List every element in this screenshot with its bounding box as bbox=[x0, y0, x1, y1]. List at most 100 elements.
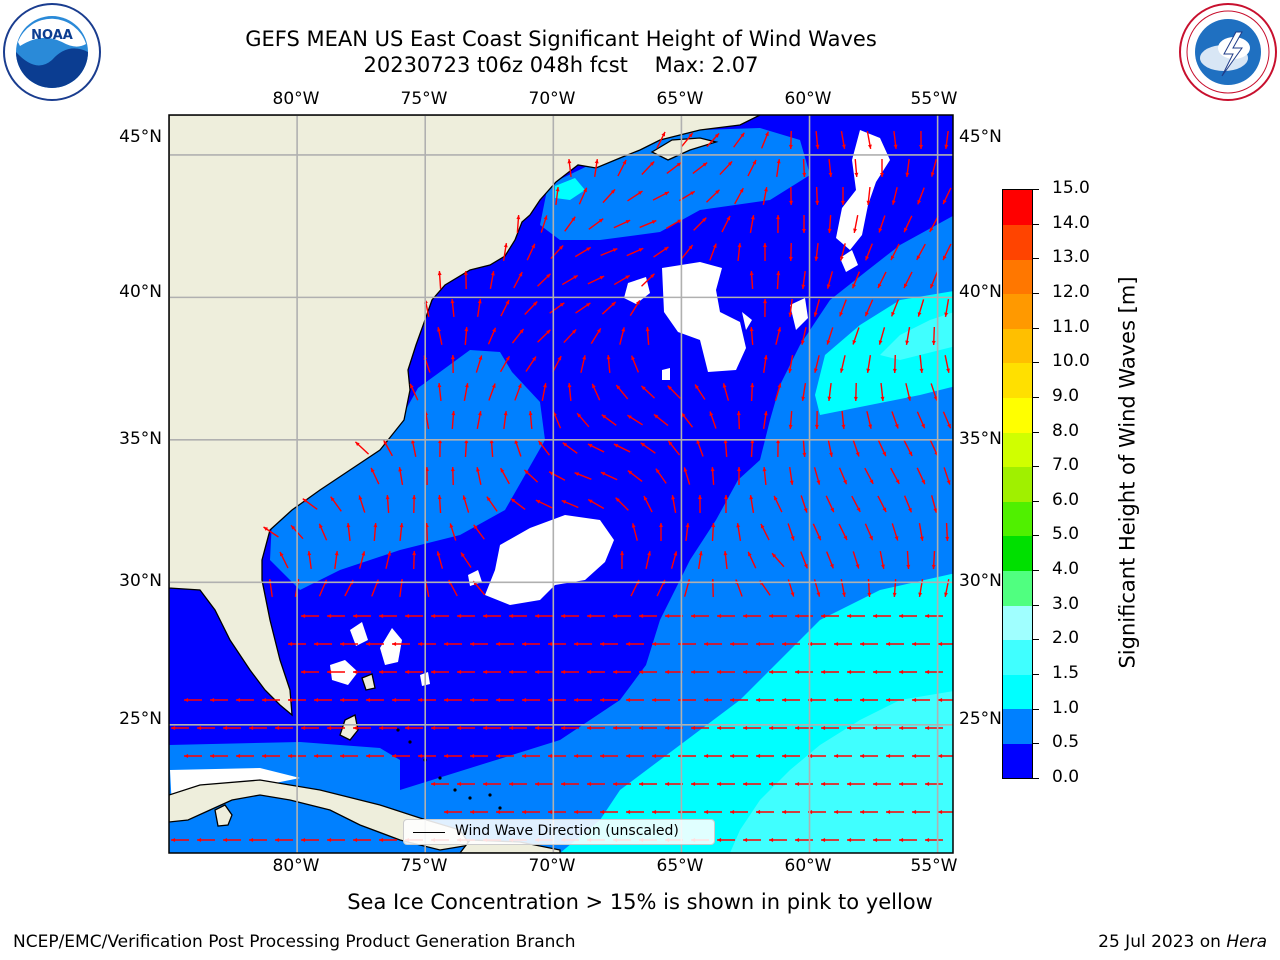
colorbar-tick-mark bbox=[1033, 778, 1039, 779]
wind-arrowhead bbox=[802, 172, 807, 177]
wind-arrowhead bbox=[717, 838, 722, 842]
wind-arrowhead bbox=[866, 200, 871, 205]
wind-arrowhead bbox=[931, 340, 936, 345]
wind-arrowhead bbox=[673, 551, 678, 556]
wind-arrowhead bbox=[392, 642, 397, 646]
lat-label-right: 45°N bbox=[959, 127, 1002, 147]
lat-label-left: 25°N bbox=[119, 709, 162, 729]
masked-area bbox=[840, 250, 858, 272]
wind-arrowhead bbox=[763, 355, 768, 360]
lat-label-left: 30°N bbox=[119, 571, 162, 591]
wind-arrowhead bbox=[548, 754, 553, 758]
wind-arrowhead bbox=[847, 670, 852, 674]
wind-arrowhead bbox=[925, 614, 930, 618]
wind-arrowhead bbox=[301, 726, 306, 730]
lon-label-bottom: 65°W bbox=[656, 856, 704, 876]
wind-arrowhead bbox=[280, 551, 284, 557]
lon-label-bottom: 80°W bbox=[272, 856, 320, 876]
colorbar-tick-mark bbox=[1033, 639, 1039, 641]
wind-arrowhead bbox=[659, 523, 663, 528]
wind-arrowhead bbox=[650, 273, 655, 278]
wind-arrowhead bbox=[866, 368, 871, 373]
wind-arrowhead bbox=[756, 754, 761, 758]
wind-arrowhead bbox=[379, 670, 384, 674]
wind-arrowhead bbox=[726, 215, 731, 221]
wind-arrowhead bbox=[908, 451, 913, 457]
wind-arrowhead bbox=[815, 144, 820, 149]
land bbox=[339, 714, 359, 741]
wind-arrowhead bbox=[873, 782, 878, 786]
wind-arrowhead bbox=[594, 159, 599, 164]
lat-label-right: 30°N bbox=[959, 571, 1002, 591]
wind-arrowhead bbox=[661, 131, 666, 137]
lat-label-right: 40°N bbox=[959, 282, 1002, 302]
wind-arrowhead bbox=[522, 810, 527, 814]
wind-arrowhead bbox=[249, 726, 254, 730]
wind-arrowhead bbox=[184, 698, 189, 702]
wind-arrowhead bbox=[788, 312, 793, 317]
wind-arrowhead bbox=[843, 535, 847, 541]
wind-arrowhead bbox=[522, 754, 527, 758]
wind-arrowhead bbox=[412, 551, 417, 556]
wind-arrowhead bbox=[743, 614, 748, 618]
wind-arrowhead bbox=[366, 698, 371, 702]
lon-label-bottom: 60°W bbox=[784, 856, 832, 876]
wind-arrowhead bbox=[327, 726, 332, 730]
wind-arrowhead bbox=[834, 810, 839, 814]
wind-arrowhead bbox=[288, 642, 293, 646]
colorbar-tick-label: 13.0 bbox=[1052, 247, 1090, 268]
wind-arrowhead bbox=[821, 726, 826, 730]
wind-arrowhead bbox=[532, 356, 536, 361]
wind-arrowhead bbox=[802, 452, 807, 457]
wind-arrowhead bbox=[392, 698, 397, 702]
wind-arrowhead bbox=[852, 283, 856, 289]
wind-arrowhead bbox=[500, 468, 505, 473]
wind-arrowhead bbox=[869, 535, 873, 541]
wind-arrowhead bbox=[249, 838, 254, 842]
wind-arrowhead bbox=[756, 642, 761, 646]
wind-arrowhead bbox=[903, 283, 908, 289]
wind-arrowhead bbox=[358, 495, 363, 500]
wind-arrowhead bbox=[756, 698, 761, 702]
wind-arrowhead bbox=[582, 355, 587, 360]
wind-arrowhead bbox=[853, 396, 858, 401]
wind-arrowhead bbox=[483, 782, 488, 786]
wind-arrowhead bbox=[535, 782, 540, 786]
wind-arrowhead bbox=[795, 838, 800, 842]
lat-label-right: 35°N bbox=[959, 429, 1002, 449]
wind-arrowhead bbox=[750, 439, 755, 444]
wind-arrowhead bbox=[749, 327, 754, 332]
wind-arrowhead bbox=[842, 592, 846, 597]
wind-arrowhead bbox=[340, 642, 345, 646]
wind-arrowhead bbox=[789, 480, 794, 485]
wind-arrowhead bbox=[918, 592, 923, 597]
wind-arrowhead bbox=[814, 256, 819, 261]
wind-arrowhead bbox=[549, 471, 554, 476]
wind-arrowhead bbox=[366, 642, 371, 646]
wind-arrowhead bbox=[769, 838, 774, 842]
wind-arrowhead bbox=[236, 698, 241, 702]
wind-arrowhead bbox=[774, 495, 778, 501]
wind-arrowhead bbox=[627, 470, 633, 475]
masked-area bbox=[350, 622, 368, 646]
wind-arrowhead bbox=[717, 726, 722, 730]
wind-arrowhead bbox=[620, 551, 624, 556]
wind-arrowhead bbox=[763, 299, 767, 304]
colorbar-title: Significant Height of Wind Waves [m] bbox=[1115, 276, 1140, 669]
wind-arrowhead bbox=[470, 698, 475, 702]
colorbar-tick-mark bbox=[1033, 743, 1039, 745]
wind-arrowhead bbox=[314, 754, 319, 758]
colorbar-tick-mark bbox=[1033, 500, 1039, 502]
wind-arrowhead bbox=[830, 563, 834, 569]
wind-arrowhead bbox=[353, 726, 358, 730]
wind-arrowhead bbox=[444, 754, 449, 758]
wind-arrowhead bbox=[503, 411, 508, 416]
wind-arrowhead bbox=[562, 442, 568, 447]
wind-arrowhead bbox=[301, 614, 306, 618]
wind-arrowhead bbox=[921, 423, 925, 429]
wind-arrowhead bbox=[933, 508, 938, 513]
wind-arrowhead bbox=[668, 440, 673, 446]
wind-arrowhead bbox=[943, 255, 947, 261]
colorbar-tick-mark bbox=[1033, 258, 1039, 260]
wind-arrowhead bbox=[711, 523, 716, 528]
